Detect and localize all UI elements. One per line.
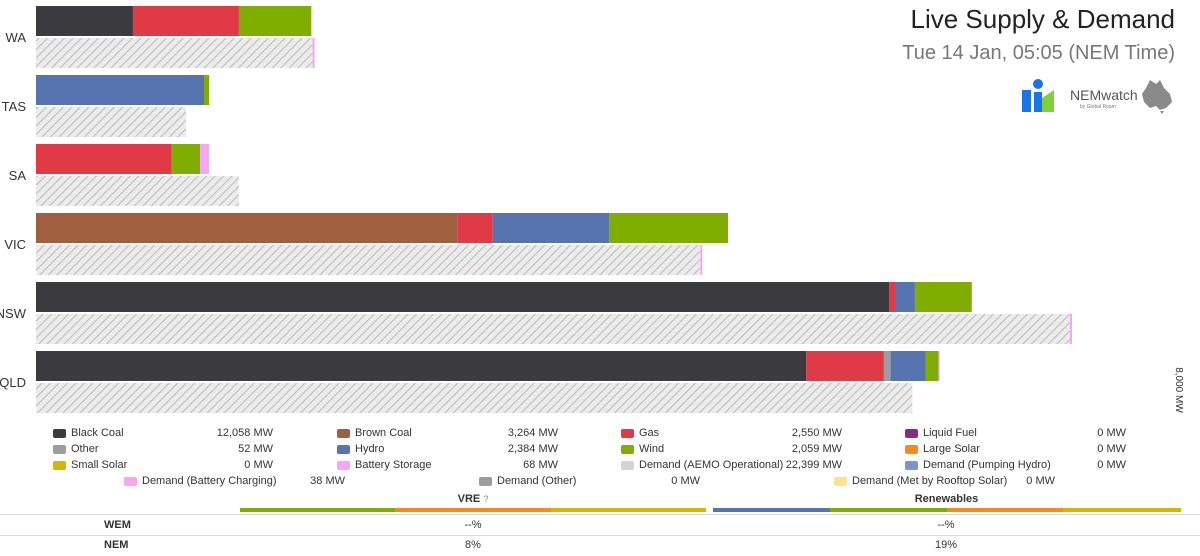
legend-item-demand-other[interactable]: Demand (Other) 0 MW [479, 474, 700, 490]
logo-subtext: by Global Roam [1080, 104, 1116, 110]
vre-header: VRE ? [457, 493, 489, 505]
legend-item-demand-met-by-rooftop-solar[interactable]: Demand (Met by Rooftop Solar) 0 MW [834, 474, 1055, 490]
supply-bar-wa-wind [238, 6, 312, 36]
legend-swatch [905, 429, 918, 438]
demand-battery-charging-vic [700, 245, 703, 275]
nemwatch-logo-icon [1022, 79, 1054, 112]
supply-bar-nsw-black-coal [36, 282, 890, 312]
demand-bar-wa [36, 38, 313, 68]
legend-swatch [53, 445, 66, 454]
band-segment [1063, 508, 1181, 512]
supply-demand-chart: WA TAS SA VIC NSW QLD 8,000 MW [0, 6, 1184, 413]
legend-swatch [337, 429, 350, 438]
region-label-vic: VIC [4, 237, 26, 252]
row-label-nem: NEM [104, 539, 129, 551]
region-label-tas: TAS [2, 99, 27, 114]
legend-item-black-coal[interactable]: Black Coal 12,058 MW [53, 426, 273, 442]
axis-max-label: 8,000 MW [1173, 367, 1184, 413]
legend-swatch [621, 445, 634, 454]
band-segment [946, 508, 1064, 512]
legend-swatch [479, 477, 492, 486]
region-label-wa: WA [6, 30, 27, 45]
demand-bar-qld [36, 383, 913, 413]
legend: Black Coal 12,058 MW Brown Coal 3,264 MW… [0, 424, 1200, 494]
nemwatch-logo[interactable]: NEMwatch by Global Roam [1020, 78, 1180, 118]
band-segment [550, 508, 707, 512]
supply-bar-tas-wind [204, 75, 210, 105]
legend-item-demand-aemo-operational[interactable]: Demand (AEMO Operational) 22,399 MW [621, 458, 842, 474]
legend-item-liquid-fuel[interactable]: Liquid Fuel 0 MW [905, 426, 1126, 442]
supply-bar-qld-other [883, 351, 891, 381]
legend-item-large-solar[interactable]: Large Solar 0 MW [905, 442, 1126, 458]
legend-swatch [834, 477, 847, 486]
legend-swatch [905, 445, 918, 454]
supply-bar-vic-hydro [492, 213, 610, 243]
supply-bar-wa-gas [132, 6, 239, 36]
legend-swatch [905, 461, 918, 470]
demand-bar-vic [36, 245, 701, 275]
logo-text: NEMwatch [1070, 87, 1138, 103]
wem-renewables-value: --% [937, 519, 955, 531]
demand-bar-tas [36, 107, 186, 137]
supply-bar-qld-gas [806, 351, 884, 381]
nem-vre-value: 8% [465, 539, 481, 551]
renewables-color-band [713, 508, 1181, 512]
band-segment [713, 508, 831, 512]
legend-item-brown-coal[interactable]: Brown Coal 3,264 MW [337, 426, 558, 442]
supply-bar-sa-gas [36, 144, 172, 174]
supply-bar-tas-hydro [36, 75, 205, 105]
legend-item-small-solar[interactable]: Small Solar 0 MW [53, 458, 273, 474]
supply-bar-qld-hydro [890, 351, 926, 381]
band-segment [395, 508, 552, 512]
legend-swatch [621, 429, 634, 438]
supply-bar-wa-black-coal [36, 6, 133, 36]
legend-item-demand-pumping-hydro[interactable]: Demand (Pumping Hydro) 0 MW [905, 458, 1126, 474]
region-label-nsw: NSW [0, 306, 27, 321]
row-divider [0, 514, 1200, 515]
supply-bar-qld-wind [925, 351, 939, 381]
demand-battery-charging-wa [312, 38, 315, 68]
supply-bar-qld-battery-storage [938, 351, 940, 381]
band-segment [829, 508, 947, 512]
vre-color-band [240, 508, 707, 512]
legend-item-hydro[interactable]: Hydro 2,384 MW [337, 442, 558, 458]
row-label-wem: WEM [104, 519, 131, 531]
nem-renewables-value: 19% [934, 539, 958, 551]
demand-bar-sa [36, 176, 239, 206]
supply-bar-vic-wind [609, 213, 729, 243]
supply-bar-nsw-wind [914, 282, 972, 312]
supply-bar-vic-brown-coal [36, 213, 458, 243]
renewables-summary: VRE ? Renewables WEM --% --% NEM 8% 19% [0, 492, 1200, 556]
info-icon[interactable]: ? [483, 494, 489, 504]
australia-map-icon [1142, 80, 1172, 114]
region-label-qld: QLD [0, 375, 26, 390]
demand-bar-nsw [36, 314, 1070, 344]
chart-timestamp: Tue 14 Jan, 05:05 (NEM Time) [902, 42, 1175, 64]
legend-item-gas[interactable]: Gas 2,550 MW [621, 426, 842, 442]
legend-swatch [337, 445, 350, 454]
supply-bar-vic-gas [457, 213, 493, 243]
band-segment [240, 508, 396, 512]
legend-swatch [621, 461, 634, 470]
chart-title: Live Supply & Demand [910, 4, 1175, 34]
renewables-header: Renewables [914, 493, 979, 505]
supply-bar-nsw-gas [889, 282, 896, 312]
legend-item-wind[interactable]: Wind 2,059 MW [621, 442, 842, 458]
supply-bar-qld-black-coal [36, 351, 807, 381]
legend-item-battery-storage[interactable]: Battery Storage 68 MW [337, 458, 558, 474]
supply-bar-sa-wind [171, 144, 201, 174]
row-divider [0, 535, 1200, 536]
legend-swatch [53, 429, 66, 438]
demand-battery-charging-nsw [1070, 314, 1072, 344]
legend-item-demand-battery-charging[interactable]: Demand (Battery Charging) 38 MW [124, 474, 345, 490]
legend-swatch [337, 461, 350, 470]
region-label-sa: SA [9, 168, 27, 183]
supply-bar-sa-battery-storage [200, 144, 209, 174]
legend-swatch [124, 477, 137, 486]
supply-bar-nsw-hydro [895, 282, 915, 312]
legend-item-other[interactable]: Other 52 MW [53, 442, 273, 458]
wem-vre-value: --% [464, 519, 482, 531]
legend-swatch [53, 461, 66, 470]
